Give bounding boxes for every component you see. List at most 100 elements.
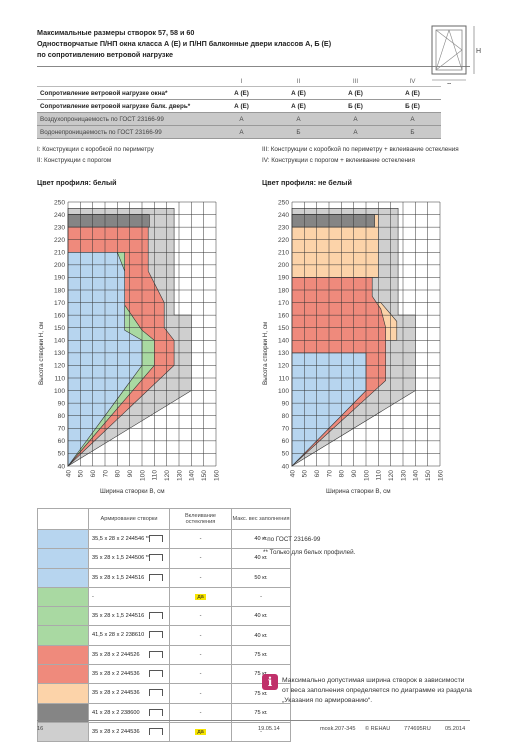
legend-swatch [37, 567, 89, 588]
legend-row: 35 x 28 x 2 244536 да - [37, 721, 291, 743]
cell: А (Е) [384, 86, 441, 100]
table-row: Водонепроницаемость по ГОСТ 23166-99 А Б… [37, 125, 441, 139]
legend-glazing: - [169, 548, 232, 569]
legend-profile-text: 35 x 28 x 1,5 244506 ** [92, 555, 151, 562]
x-tick-label: 80 [339, 470, 346, 478]
note-iv: IV: Конструкции с порогом + вклеивание о… [262, 157, 415, 164]
legend-glazing: - [169, 625, 232, 646]
legend-glazing: - [169, 528, 232, 550]
legend-swatch [37, 664, 89, 685]
legend-glazing-value: - [199, 536, 202, 543]
legend-profile-text: 41,5 x 28 x 2 238610 [92, 632, 145, 639]
legend-glazing-value: - [199, 690, 202, 697]
cell: А [270, 112, 327, 126]
cell: А (Е) [327, 86, 384, 100]
profile-section-icon [149, 708, 163, 716]
row-label: Водонепроницаемость по ГОСТ 23166-99 [37, 125, 213, 139]
footnote-a: * по ГОСТ 23166-99 [263, 536, 321, 543]
legend-profile-text: 35 x 28 x 2 244526 [92, 651, 140, 658]
y-tick-label: 240 [54, 212, 65, 219]
y-tick-label: 150 [54, 325, 65, 332]
legend-glazing: - [169, 606, 232, 627]
legend-profile: 35 x 28 x 2 244536 [88, 721, 170, 743]
legend-row: - да - [37, 586, 291, 608]
legend-header: Армирование створки Вклеивание остеклени… [37, 508, 291, 530]
table-header-row: I II III IV [37, 77, 441, 87]
legend-profile: - [88, 586, 170, 608]
y-tick-label: 240 [278, 212, 289, 219]
legend-swatch [37, 683, 89, 704]
legend-weight: 75 кг. [231, 644, 291, 666]
legend-weight: 40 кг. [231, 625, 291, 646]
cell: Б (Е) [327, 99, 384, 113]
legend-glazing-value: - [199, 651, 202, 658]
footnote-b: ** Только для белых профилей. [263, 549, 356, 556]
footer-date: 19.05.14 [258, 726, 280, 732]
legend-profile: 41,5 x 28 x 2 238610 [88, 625, 170, 646]
x-tick-label: 50 [302, 470, 309, 478]
legend-row: 35 x 28 x 2 244536-75 кг. [37, 683, 291, 704]
legend-weight: 40 кг. [231, 606, 291, 627]
legend-profile: 35 x 28 x 2 244536 [88, 664, 170, 685]
table-header-blank [37, 77, 213, 87]
row-label: Сопротивление ветровой нагрузке балк. дв… [37, 99, 213, 113]
x-tick-label: 140 [189, 470, 196, 481]
legend-row: 35 x 28 x 2 244536-75 кг. [37, 664, 291, 685]
row-label: Сопротивление ветровой нагрузке окна* [37, 86, 213, 100]
page-title: Максимальные размеры створок 57, 58 и 60 [37, 28, 195, 37]
y-tick-label: 120 [278, 363, 289, 370]
table-row: Сопротивление ветровой нагрузке балк. дв… [37, 99, 441, 113]
x-tick-label: 100 [139, 470, 146, 481]
legend-glazing: да [169, 721, 232, 743]
grid [67, 201, 217, 467]
y-tick-label: 190 [54, 275, 65, 282]
legend-profile: 35,5 x 28 x 2 244546 ** [88, 528, 170, 550]
height-label: H [476, 48, 481, 55]
y-tick-label: 210 [278, 250, 289, 257]
y-tick-label: 170 [278, 300, 289, 307]
legend-glazing: - [169, 664, 232, 685]
legend-profile: 35 x 28 x 1,5 244516 [88, 567, 170, 588]
y-tick-label: 180 [278, 287, 289, 294]
note-iii: III: Конструкции с коробкой по периметру… [262, 146, 459, 153]
column-header: II [270, 77, 327, 87]
y-tick-label: 210 [54, 250, 65, 257]
x-tick-label: 160 [437, 470, 444, 481]
legend-profile: 35 x 28 x 2 244536 [88, 683, 170, 704]
legend-header-weight: Макс. вес заполнения [231, 508, 291, 530]
x-tick-label: 130 [400, 470, 407, 481]
cell: А [327, 125, 384, 139]
legend-header-blank [37, 508, 89, 530]
legend-weight: 50 кг. [231, 567, 291, 588]
y-tick-label: 90 [58, 400, 66, 407]
cell: Б [270, 125, 327, 139]
y-tick-label: 100 [278, 388, 289, 395]
footer-code: mosk.207-345 [320, 726, 356, 732]
legend-profile-text: 35 x 28 x 2 244536 [92, 690, 140, 697]
x-tick-label: 50 [78, 470, 85, 478]
page-subtitle-2: по сопротивлению ветровой нагрузке [37, 50, 174, 59]
chart-title-nonwhite: Цвет профиля: не белый [262, 178, 352, 187]
x-tick-label: 150 [201, 470, 208, 481]
y-tick-label: 140 [278, 338, 289, 345]
legend-row: 35 x 28 x 1,5 244506 ** -40 кг. [37, 548, 291, 569]
chart-title-white: Цвет профиля: белый [37, 178, 117, 187]
x-tick-label: 40 [289, 470, 296, 478]
y-tick-label: 140 [54, 338, 65, 345]
x-tick-label: 100 [363, 470, 370, 481]
legend-glazing-value: да [195, 594, 206, 601]
x-tick-label: 60 [314, 470, 321, 478]
row-label: Воздухопроницаемость по ГОСТ 23166-99 [37, 112, 213, 126]
y-tick-label: 220 [54, 237, 65, 244]
legend-glazing-value: да [195, 729, 206, 736]
column-header: IV [384, 77, 441, 87]
legend-glazing: - [169, 683, 232, 704]
properties-table: I II III IV Сопротивление ветровой нагру… [37, 77, 441, 139]
info-line: Максимально допустимая ширина створок в … [282, 677, 465, 684]
y-tick-label: 190 [278, 275, 289, 282]
legend-profile-text: 35 x 28 x 2 244536 [92, 671, 140, 678]
footer-month: 05.2014 [445, 726, 466, 732]
y-tick-label: 160 [278, 312, 289, 319]
cell: А (Е) [270, 86, 327, 100]
profile-section-icon [149, 554, 163, 562]
